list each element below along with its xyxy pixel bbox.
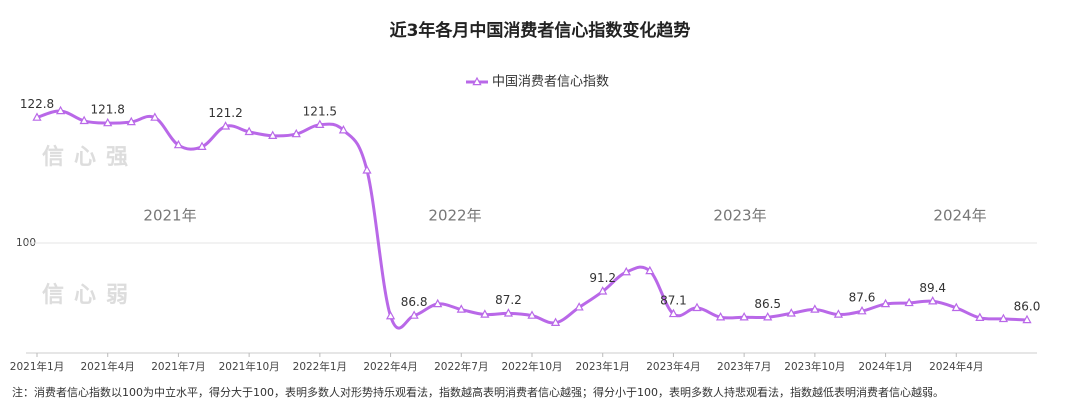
point [32,112,42,121]
point [786,308,796,317]
value-label: 121.5 [303,104,337,118]
point [456,304,466,313]
x-tick-label: 2021年10月 [219,360,280,373]
footnote: 注：消费者信心指数以100为中立水平，得分大于100，表明多数人对形势持乐观看法… [12,385,944,399]
point [173,139,184,149]
x-tick-label: 2022年10月 [501,360,562,373]
point [103,117,113,127]
legend-marker [472,76,482,86]
value-label: 122.8 [20,97,54,111]
point [150,112,160,121]
x-tick-label: 2023年10月 [784,360,845,373]
value-label: 86.5 [754,297,781,311]
annotation: 2024年 [933,207,986,225]
value-label: 89.4 [919,281,946,295]
x-tick-label: 2022年4月 [363,360,417,373]
point [480,309,490,318]
point [503,308,514,317]
point [55,105,66,115]
point [527,310,537,319]
annotation: 信心强 [42,144,138,170]
x-tick-label: 2023年1月 [576,360,630,373]
x-tick-label: 2023年7月 [717,360,771,373]
point [550,317,561,326]
y-tick-label: 100 [16,237,36,249]
x-tick-label: 2021年1月 [10,360,64,373]
x-tick-label: 2022年1月 [293,360,347,373]
point [739,311,749,321]
point [857,305,867,315]
value-label: 87.2 [495,293,522,307]
point [1022,314,1032,324]
value-label: 87.6 [849,291,876,305]
point [244,126,254,136]
point [833,309,844,318]
point [338,124,349,134]
point [668,308,679,318]
point [598,286,608,295]
point [126,116,136,126]
annotation: 2022年 [428,207,481,225]
value-label: 121.8 [91,103,125,117]
point [880,298,891,308]
x-tick-label: 2021年7月 [151,360,205,373]
point [928,296,938,305]
annotation: 信心弱 [42,282,138,308]
point [362,165,372,174]
x-tick-label: 2021年4月 [81,360,135,373]
point [315,119,325,128]
point [220,121,231,130]
point [692,302,702,312]
value-label: 121.2 [208,106,242,120]
point [621,266,631,276]
point [904,297,914,307]
point [998,313,1009,323]
legend-label: 中国消费者信心指数 [492,75,609,90]
chart-title: 近3年各月中国消费者信心指数变化趋势 [390,20,691,41]
x-tick-label: 2023年4月 [646,360,700,373]
point [385,310,396,320]
point [574,302,584,311]
point [810,304,820,313]
point [715,311,726,321]
point [951,302,961,312]
x-tick-label: 2024年1月 [858,360,912,373]
value-label: 86.0 [1014,300,1041,314]
point [645,265,655,275]
point [268,130,278,139]
value-label: 91.2 [589,271,616,285]
point [409,310,419,319]
value-label: 87.1 [660,293,687,307]
point [79,115,89,125]
value-label: 86.8 [401,295,428,309]
annotation: 2023年 [713,207,766,225]
x-tick-label: 2022年7月 [434,360,488,373]
annotation: 2021年 [143,207,196,225]
point [763,311,773,321]
point [433,298,443,308]
point [291,128,301,138]
point [975,312,985,321]
point [197,141,207,150]
x-tick-label: 2024年4月 [929,360,983,373]
